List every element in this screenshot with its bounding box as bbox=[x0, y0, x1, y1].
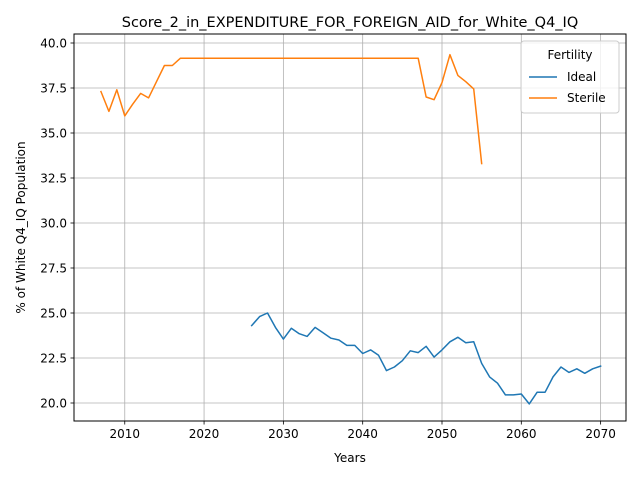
series-layer bbox=[99, 53, 602, 405]
chart-title: Score_2_in_EXPENDITURE_FOR_FOREIGN_AID_f… bbox=[122, 15, 579, 31]
legend-title: Fertility bbox=[547, 48, 592, 62]
series-line-sterile bbox=[99, 53, 483, 165]
series-line-ideal bbox=[250, 312, 602, 405]
legend-label-ideal: Ideal bbox=[567, 70, 596, 84]
y-tick-label: 40.0 bbox=[40, 36, 67, 50]
x-axis-label: Years bbox=[333, 451, 366, 465]
x-tick-label: 2010 bbox=[109, 427, 140, 441]
y-tick-label: 30.0 bbox=[40, 216, 67, 230]
x-tick-label: 2020 bbox=[189, 427, 220, 441]
legend-box bbox=[520, 40, 620, 114]
y-axis-label: % of White Q4_IQ Population bbox=[14, 141, 28, 313]
ticks: 2010 2020 2030 2040 2050 2060 2070 20.0 22.5 25.0… bbox=[40, 36, 616, 441]
x-tick-label: 2060 bbox=[506, 427, 537, 441]
y-tick-label: 37.5 bbox=[40, 81, 67, 95]
y-tick-label: 20.0 bbox=[40, 396, 67, 410]
y-tick-label: 25.0 bbox=[40, 306, 67, 320]
legend-label-sterile: Sterile bbox=[567, 91, 606, 105]
x-tick-label: 2030 bbox=[268, 427, 299, 441]
grid bbox=[74, 34, 626, 421]
y-tick-label: 35.0 bbox=[40, 126, 67, 140]
legend: Fertility Ideal Sterile bbox=[520, 40, 620, 114]
x-tick-label: 2050 bbox=[427, 427, 458, 441]
plot-frame bbox=[73, 33, 627, 422]
y-tick-label: 32.5 bbox=[40, 171, 67, 185]
x-tick-label: 2070 bbox=[585, 427, 616, 441]
y-tick-label: 27.5 bbox=[40, 261, 67, 275]
y-tick-label: 22.5 bbox=[40, 351, 67, 365]
x-tick-label: 2040 bbox=[347, 427, 378, 441]
